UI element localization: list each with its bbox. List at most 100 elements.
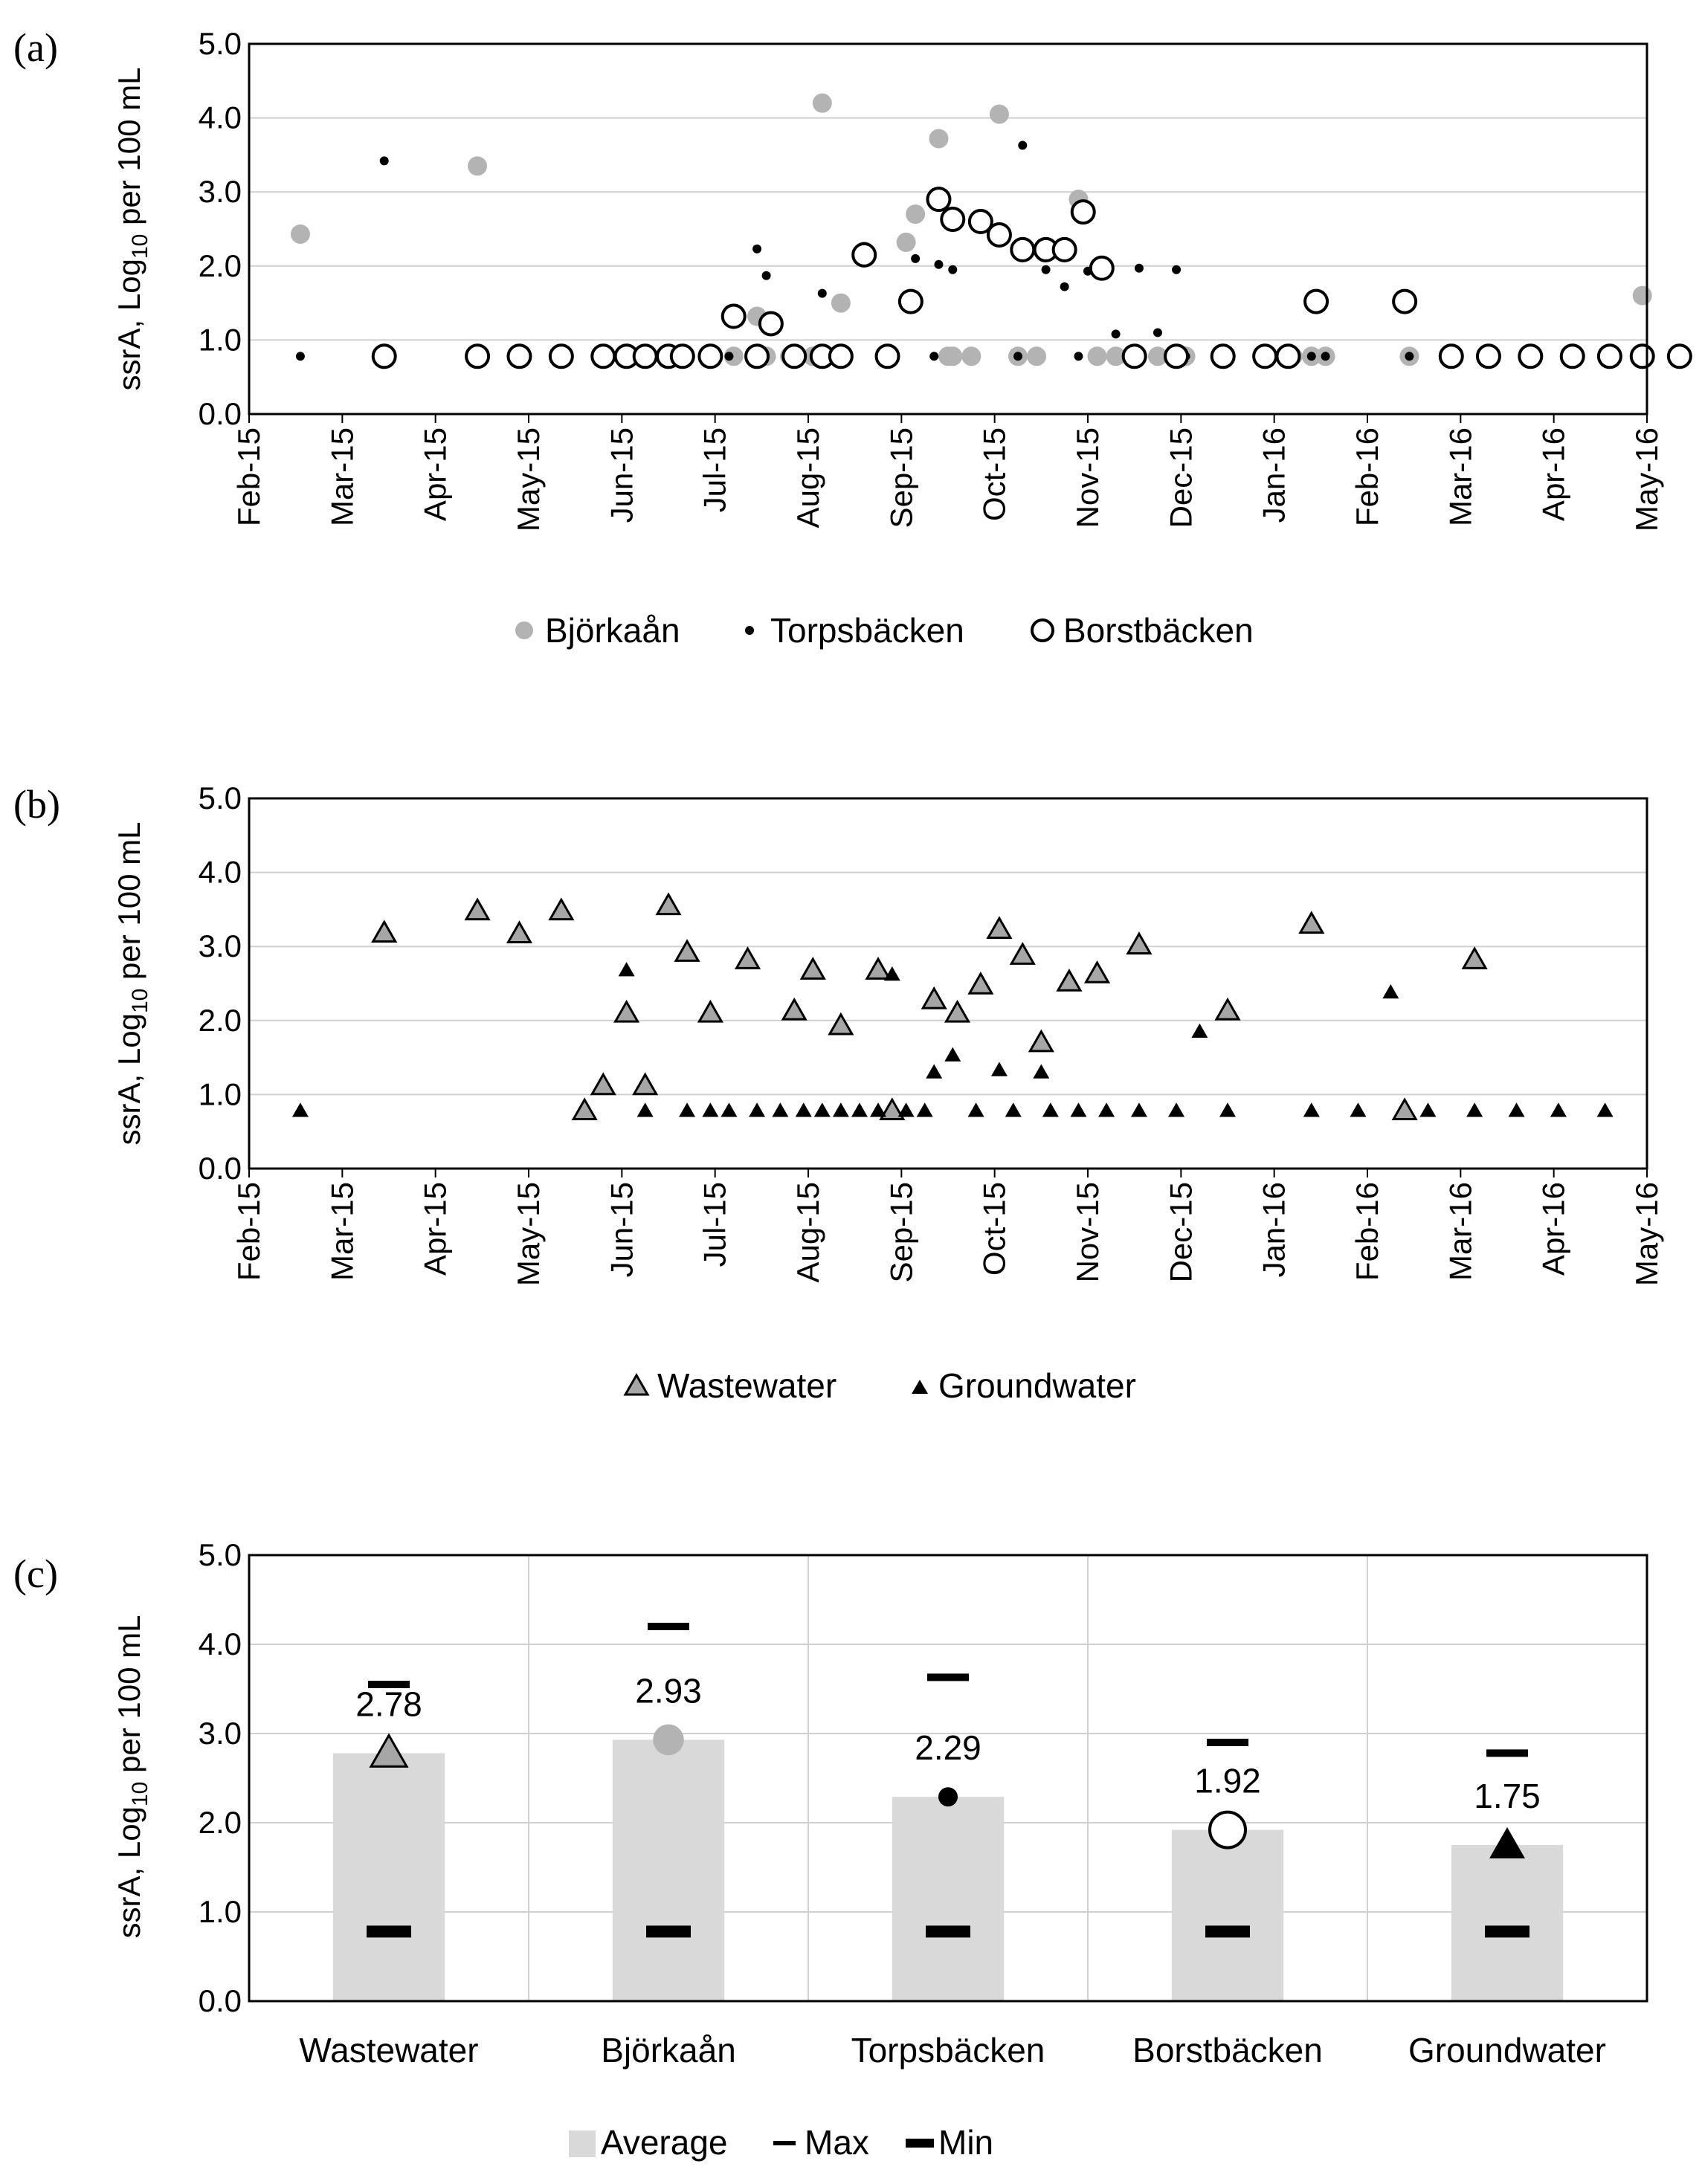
x-tick-label: Mar-15: [324, 427, 359, 526]
legend-wastewater-label: Wastewater: [657, 1366, 837, 1405]
x-tick-label: Jul-15: [697, 427, 732, 512]
legend-bjorkaan-label: Björkaån: [545, 611, 680, 650]
data-point: [1089, 255, 1115, 281]
data-point: [291, 1102, 309, 1117]
data-point: [874, 343, 900, 369]
y-tick-label: 1.0: [199, 1894, 242, 1929]
data-point: [772, 1102, 789, 1117]
data-point: [290, 224, 310, 244]
data-point: [896, 232, 916, 252]
data-point: [929, 129, 949, 149]
min-marker: [646, 1925, 691, 1938]
data-point: [990, 1062, 1008, 1076]
y-tick-label: 2.0: [199, 1003, 242, 1038]
legend-groundwater-marker: [912, 1380, 928, 1394]
panel-c-y-ticks: 0.0 1.0 2.0 3.0 4.0 5.0: [199, 1537, 242, 2018]
data-point: [1018, 140, 1028, 150]
x-tick-label: Nov-15: [1070, 427, 1105, 528]
x-tick-label: Feb-15: [231, 427, 266, 526]
y-tick-label: 2.0: [199, 1805, 242, 1840]
panel-c: (c) ssrA, Log10 per 100 mL 0.0 1.0 2.0 3.0 4…: [13, 1537, 1648, 2162]
data-point: [295, 352, 305, 361]
x-tick-label: Jan-16: [1257, 427, 1292, 523]
data-point: [1028, 1029, 1054, 1053]
data-point: [1350, 1102, 1367, 1117]
data-point: [1306, 352, 1316, 361]
data-point: [911, 253, 921, 263]
data-point: [1087, 346, 1107, 366]
panel-a-y-axis-title: ssrA, Log10 per 100 mL: [112, 68, 152, 391]
data-point: [721, 1102, 738, 1117]
average-bar: [892, 1797, 1005, 2001]
data-point: [1130, 1102, 1147, 1117]
data-point: [655, 892, 682, 916]
average-marker: [653, 1724, 684, 1756]
average-marker: [1489, 1827, 1525, 1858]
data-point: [590, 343, 616, 369]
data-point: [1005, 1102, 1022, 1117]
panel-c-label: (c): [13, 1551, 58, 1596]
data-point: [618, 962, 635, 977]
data-point: [1098, 1102, 1115, 1117]
data-point: [1508, 1102, 1525, 1117]
data-point: [1391, 1097, 1418, 1121]
data-point: [781, 343, 808, 369]
data-point: [879, 1097, 906, 1121]
average-bar: [612, 1739, 725, 2001]
panel-a-legend: Björkaån Torpsbäcken Borstbäcken: [515, 611, 1254, 650]
y-tick-label: 3.0: [199, 174, 242, 209]
panel-c-y-axis-title: ssrA, Log10 per 100 mL: [112, 1615, 152, 1939]
data-point: [1550, 1102, 1567, 1117]
data-point: [1303, 1102, 1320, 1117]
data-point: [781, 997, 808, 1021]
data-point: [761, 271, 771, 280]
data-point: [632, 1072, 659, 1096]
data-point: [851, 242, 877, 268]
max-marker: [1207, 1739, 1248, 1746]
data-point: [1168, 1102, 1185, 1117]
data-point: [989, 104, 1009, 124]
x-tick-label: Sep-15: [883, 1182, 918, 1282]
legend-min-swatch: [906, 2139, 934, 2148]
x-tick-label: Jun-15: [604, 1182, 639, 1277]
data-point: [506, 920, 533, 944]
data-point: [1303, 288, 1329, 314]
data-point: [1172, 265, 1182, 274]
data-point: [371, 920, 398, 943]
data-point: [702, 1102, 719, 1117]
data-point: [548, 897, 575, 921]
data-point: [832, 1102, 849, 1117]
panel-c-categories: Wastewater Björkaån Torpsbäcken Borstbäcken…: [299, 2031, 1606, 2070]
average-bar: [1171, 1829, 1284, 2001]
panel-b: (b) ssrA, Log10 per 100 mL 0.0 1.0 2.0 3.0 4…: [13, 781, 1664, 1405]
data-point: [613, 999, 640, 1023]
category-label: Björkaån: [601, 2031, 736, 2070]
x-tick-label: Apr-15: [418, 1182, 453, 1276]
x-tick-label: Mar-16: [1442, 1182, 1477, 1281]
panel-b-legend: Wastewater Groundwater: [623, 1366, 1136, 1405]
data-point: [1033, 1064, 1050, 1079]
data-point: [632, 343, 658, 369]
legend-average-swatch: [569, 2130, 596, 2157]
y-tick-label: 4.0: [199, 855, 242, 890]
average-value-label: 2.78: [355, 1684, 422, 1723]
data-point: [590, 1072, 616, 1096]
legend-min-label: Min: [938, 2123, 993, 2162]
data-point: [465, 343, 491, 369]
data-point: [1148, 346, 1167, 366]
data-point: [967, 971, 994, 995]
min-marker: [367, 1925, 411, 1938]
data-point: [961, 346, 981, 366]
panel-c-marks: 2.78 2.93 2.29 1.92 1.75: [355, 1623, 1541, 1938]
data-point: [831, 293, 851, 313]
y-tick-label: 4.0: [199, 100, 242, 135]
category-label: Torpsbäcken: [851, 2031, 1045, 2070]
y-tick-label: 1.0: [199, 1076, 242, 1111]
data-point: [679, 1102, 696, 1117]
data-point: [548, 343, 574, 369]
average-marker: [938, 1787, 958, 1807]
panel-b-x-ticks: Feb-15 Mar-15 Apr-15 May-15 Jun-15 Jul-15 Aug-…: [231, 1169, 1664, 1286]
data-point: [1298, 911, 1325, 934]
series-groundwater: [291, 962, 1614, 1117]
data-point: [1214, 997, 1241, 1021]
